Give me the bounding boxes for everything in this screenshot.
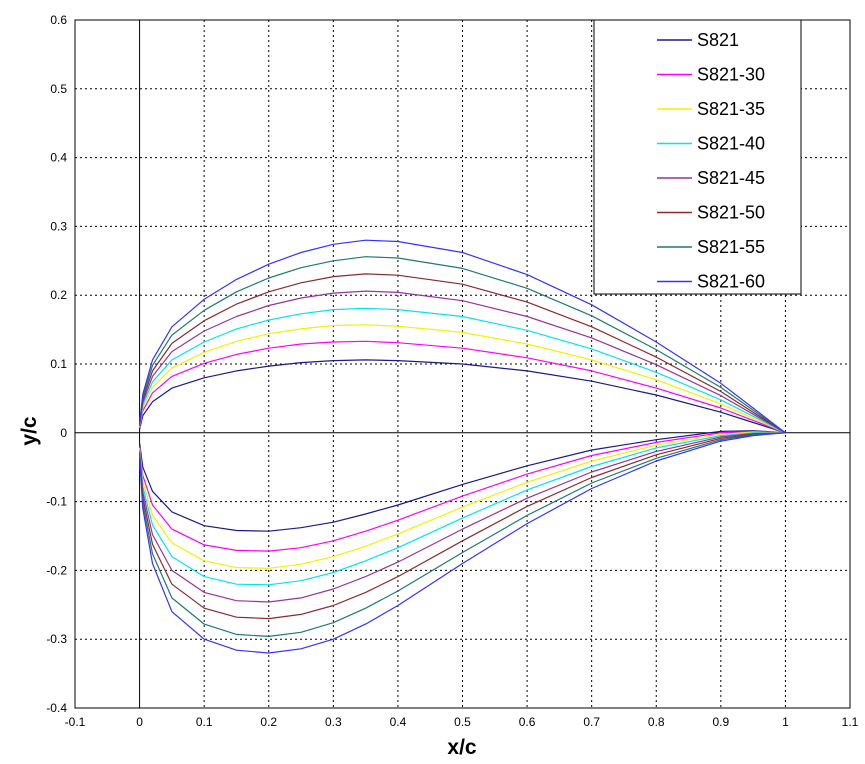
- x-axis-title: x/c: [447, 736, 477, 759]
- series-line-s821-55-lower: [139, 432, 786, 638]
- series-line-s821-50-lower: [139, 432, 786, 620]
- y-tick-label: -0.3: [46, 632, 67, 646]
- legend-label-s821-45: S821-45: [697, 168, 765, 188]
- y-tick-labels: -0.4 -0.3 -0.2 -0.1 0 0.1 0.2 0.3 0.4 0.5 0.6: [46, 13, 67, 715]
- series-line-s821-45-upper: [139, 290, 786, 434]
- x-tick-label: 0.7: [583, 715, 600, 729]
- y-tick-label: 0.6: [50, 13, 67, 27]
- legend-label-s821-35: S821-35: [697, 99, 765, 119]
- x-tick-label: 0.3: [325, 715, 342, 729]
- legend-label-s821-55: S821-55: [697, 237, 765, 257]
- x-tick-labels: -0.1 0 0.1 0.2 0.3 0.4 0.5 0.6 0.7 0.8 0.9 1 1.1: [65, 715, 859, 729]
- y-tick-label: -0.4: [46, 701, 67, 715]
- y-tick-label: 0.1: [50, 357, 67, 371]
- x-tick-label: 0.6: [519, 715, 536, 729]
- y-tick-label: -0.2: [46, 563, 67, 577]
- series-lines: [139, 239, 786, 654]
- legend-label-s821: S821: [697, 30, 739, 50]
- y-tick-label: -0.1: [46, 495, 67, 509]
- x-tick-label: 0.9: [712, 715, 729, 729]
- x-tick-label: 0.5: [454, 715, 471, 729]
- x-tick-label: 0: [136, 715, 143, 729]
- series-line-s821-50-upper: [139, 273, 786, 434]
- x-tick-label: 0.2: [260, 715, 277, 729]
- legend: S821 S821-30 S821-35 S821-40 S821-45 S821-50 S…: [593, 19, 802, 295]
- y-tick-label: 0.5: [50, 82, 67, 96]
- y-axis-title: y/c: [18, 416, 41, 446]
- x-tick-label: 0.1: [196, 715, 213, 729]
- legend-label-s821-30: S821-30: [697, 65, 765, 85]
- series-line-s821-45-lower: [139, 432, 786, 603]
- series-line-s821-35-lower: [139, 431, 786, 569]
- x-tick-label: 1: [782, 715, 789, 729]
- legend-box: [593, 19, 802, 295]
- x-tick-label: 1.1: [842, 715, 859, 729]
- legend-label-s821-60: S821-60: [697, 272, 765, 292]
- y-tick-label: 0.3: [50, 219, 67, 233]
- series-line-s821-upper: [139, 359, 786, 434]
- y-tick-label: 0.4: [50, 151, 67, 165]
- legend-label-s821-50: S821-50: [697, 203, 765, 223]
- series-line-s821-60-lower: [139, 432, 786, 654]
- series-line-s821-55-upper: [139, 256, 786, 434]
- series-line-s821-30-upper: [139, 340, 786, 434]
- series-line-s821-30-lower: [139, 430, 786, 552]
- legend-label-s821-40: S821-40: [697, 134, 765, 154]
- x-tick-label: -0.1: [65, 715, 86, 729]
- series-line-s821-60-upper: [139, 239, 786, 434]
- y-tick-label: 0: [60, 426, 67, 440]
- series-line-s821-40-lower: [139, 432, 786, 586]
- series-line-s821-35-upper: [139, 324, 786, 434]
- series-line-s821-lower: [139, 430, 786, 532]
- x-tick-label: 0.8: [648, 715, 665, 729]
- series-line-s821-40-upper: [139, 307, 786, 434]
- y-tick-label: 0.2: [50, 288, 67, 302]
- x-tick-label: 0.4: [390, 715, 407, 729]
